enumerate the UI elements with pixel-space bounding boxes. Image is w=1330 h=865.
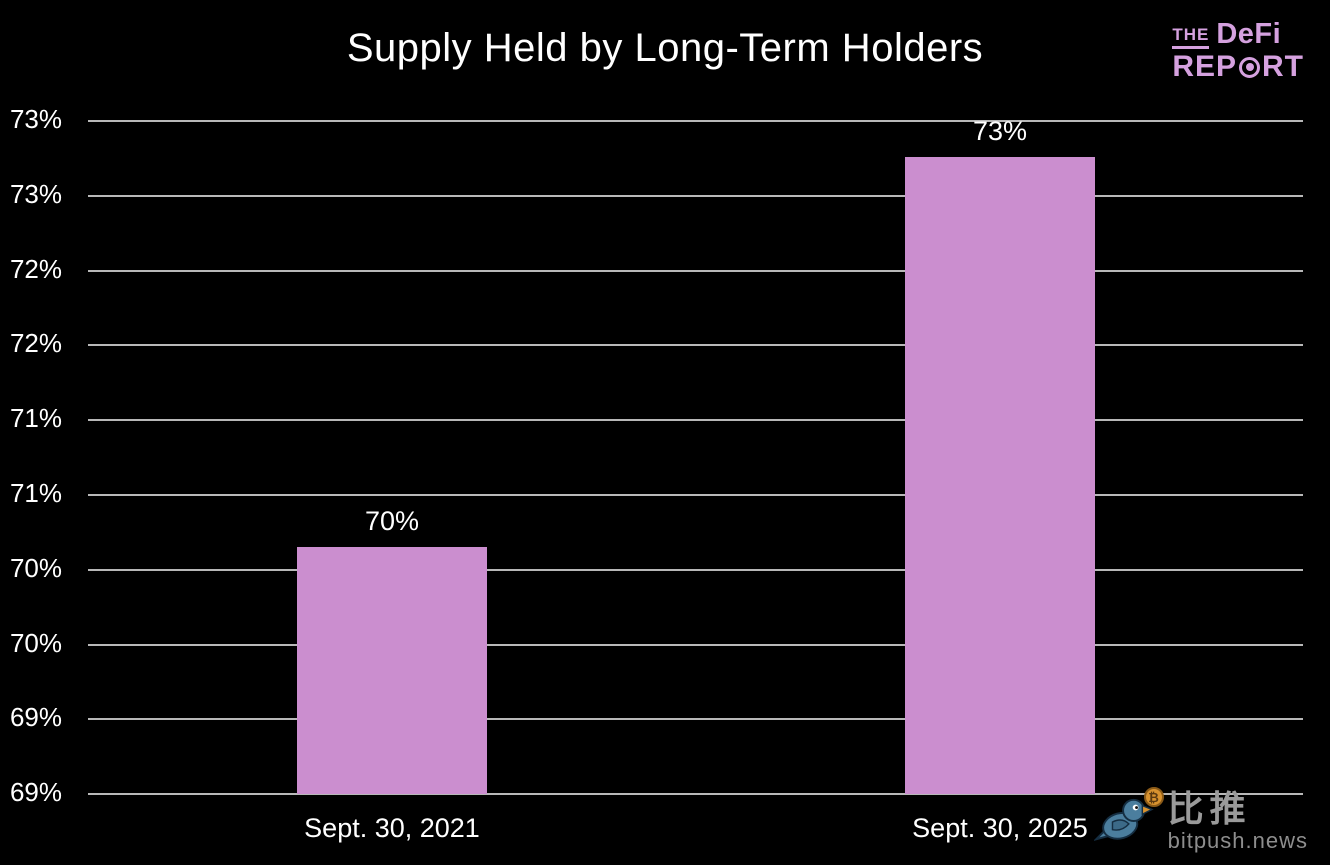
logo-the-text: THE [1172,26,1210,49]
bitcoin-coin-icon: ₿ [1143,787,1164,808]
bitpush-site-url: bitpush.news [1167,827,1308,853]
bullseye-dot [1245,63,1254,71]
defi-report-logo: THE DeFi REP RT [1172,20,1304,82]
gridline [88,718,1303,721]
gridline [88,344,1303,347]
gridline [88,793,1303,796]
bar-data-label-2025: 73% [972,115,1028,146]
y-axis-labels: 73% 73% 72% 72% 71% 71% 70% 70% 69% 69% [0,104,62,807]
gridline [88,568,1303,571]
gridline [88,120,1303,122]
y-tick-label: 71% [9,478,62,508]
y-tick-label: 69% [9,777,62,808]
y-tick-label: 73% [9,104,62,134]
y-tick-label: 72% [9,253,62,284]
gridline [88,194,1303,197]
bird-icon-wrap: ₿ [1092,787,1164,847]
y-tick-label: 73% [9,178,62,209]
x-axis-label-2025: Sept. 30, 2025 [912,813,1088,843]
bar-data-label-2021: 70% [364,505,420,536]
y-tick-label: 72% [9,328,62,359]
gridline [88,269,1303,272]
bitpush-chinese-name: 比推 [1167,788,1252,830]
plot-area: 70% 73% [88,116,1303,796]
chart-title: Supply Held by Long-Term Holders [346,26,984,70]
logo-line-1: THE DeFi [1172,20,1304,49]
gridline [88,643,1303,646]
y-tick-label: 70% [9,552,62,583]
bullseye-o-icon [1239,56,1260,78]
y-tick-label: 70% [9,627,62,658]
logo-line-2: REP RT [1172,52,1304,82]
y-tick-label: 71% [9,403,62,434]
y-tick-label: 69% [9,702,62,733]
gridline [88,494,1303,496]
logo-rep-text: REP [1172,50,1237,83]
gridline [88,419,1303,422]
watermark-text: 比推 bitpush.news [1168,789,1308,853]
bar-sept-30-2021 [297,546,487,794]
twitter-bird-icon [1092,798,1154,842]
bar-sept-30-2025 [905,156,1095,794]
logo-defi-text: DeFi [1216,18,1282,50]
x-axis-label-2021: Sept. 30, 2021 [304,813,480,843]
bitpush-watermark: ₿ 比推 bitpush.news [1092,787,1308,853]
logo-rt-text: RT [1262,50,1304,83]
